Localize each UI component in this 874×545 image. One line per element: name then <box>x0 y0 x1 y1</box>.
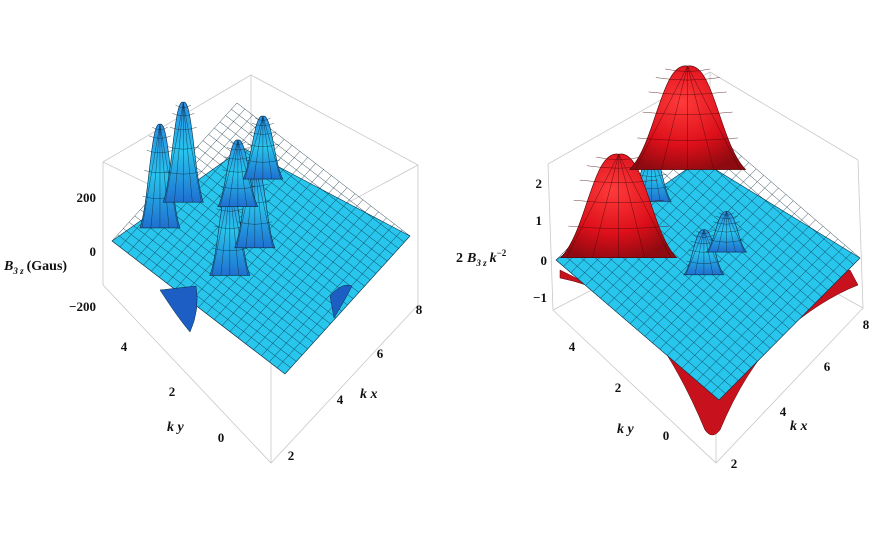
mesh-line <box>141 124 161 228</box>
grid-line <box>229 193 356 332</box>
plot-2-x-tick: 2 <box>731 456 738 471</box>
mesh-line <box>174 102 184 203</box>
mesh-line <box>183 102 202 203</box>
grid-line <box>659 206 801 350</box>
grid-line <box>221 187 348 326</box>
plot-2-x-tick: 6 <box>824 359 831 374</box>
plot-2-x-ticks: 2 4 6 8 <box>731 317 870 471</box>
plot-1-trough <box>159 285 198 333</box>
plot-2-y-label: k y <box>617 422 635 437</box>
mesh-line <box>183 102 193 203</box>
plot-2-z-tick: −1 <box>533 290 547 305</box>
mesh-line <box>618 154 672 258</box>
grid-line <box>592 149 735 292</box>
plot-2-x-tick: 4 <box>780 404 787 419</box>
plot-2-x-tick: 8 <box>863 317 870 332</box>
mesh-line <box>618 154 645 258</box>
mesh-line <box>694 229 705 275</box>
mesh-line <box>566 154 619 258</box>
plot-2-z-ticks: 2 1 0 −1 <box>533 176 547 305</box>
plot-2-z-tick: 0 <box>541 253 548 268</box>
plot-1-z-tick: −200 <box>69 299 96 314</box>
plot-2-y-tick: 4 <box>569 339 576 354</box>
plot-1-x-tick: 8 <box>416 302 423 317</box>
grid-line <box>245 205 371 344</box>
grid-line <box>143 127 269 266</box>
plot-1: 200 0 −200 B3 z (Gaus) 4 2 0 k y 2 4 6 8 … <box>3 74 423 464</box>
mesh-line <box>262 116 282 180</box>
grid-line <box>607 162 750 305</box>
plot-2-z-tick: 1 <box>536 213 543 228</box>
grid-line <box>261 217 387 357</box>
plot-1-x-tick: 2 <box>288 448 295 463</box>
grid-line <box>666 213 809 356</box>
plot-2-y-tick: 2 <box>615 380 622 395</box>
grid-line <box>711 251 853 394</box>
mesh-line <box>244 116 264 180</box>
grid-line <box>214 181 340 320</box>
mesh-line <box>717 211 727 253</box>
mesh-line <box>159 124 170 228</box>
grid-line <box>718 257 861 401</box>
grid-line <box>704 245 846 388</box>
plot-1-z-tick: 0 <box>90 244 97 259</box>
plot-1-y-tick: 4 <box>121 339 128 354</box>
plot-1-y-tick: 2 <box>169 384 176 399</box>
grid-line <box>696 238 838 382</box>
plot-2-y-tick: 0 <box>663 428 670 443</box>
grid-line <box>689 232 831 375</box>
plot-2-y-ticks: 4 2 0 <box>569 339 670 443</box>
plot-1-y-ticks: 4 2 0 <box>121 339 225 445</box>
plot-1-x-tick: 4 <box>337 392 344 407</box>
mesh-line <box>150 124 161 228</box>
plot-2: 2 1 0 −1 2 B3 z k−2 4 2 0 k y 2 4 6 8 k x <box>456 65 870 471</box>
plot-1-x-label: k x <box>360 387 378 402</box>
mesh-line <box>592 154 619 258</box>
plot-1-x-tick: 6 <box>377 346 384 361</box>
grid-line <box>681 226 824 369</box>
grid-line <box>674 219 816 362</box>
mesh-line <box>228 140 239 207</box>
mesh-line <box>661 66 688 170</box>
grid-line <box>237 199 363 338</box>
mesh-line <box>165 102 184 203</box>
mesh-line <box>262 116 273 180</box>
plot-2-x-label: k x <box>790 419 808 434</box>
mesh-line <box>685 229 705 275</box>
grid-line <box>269 223 395 363</box>
plot-2-z-label: 2 B3 z k−2 <box>456 248 507 268</box>
plot-1-x-ticks: 2 4 6 8 <box>288 302 423 463</box>
mesh-line <box>726 211 736 253</box>
mesh-line <box>708 211 727 253</box>
mesh-line <box>726 211 745 253</box>
mesh-line <box>687 66 714 170</box>
mesh-line <box>219 140 239 207</box>
mesh-line <box>237 140 248 207</box>
plot-1-z-ticks: 200 0 −200 <box>69 190 96 314</box>
plot-1-surface <box>111 101 411 375</box>
grid-line <box>284 235 411 375</box>
grid-line <box>652 200 794 343</box>
grid-line <box>253 211 379 350</box>
plot-1-y-tick: 0 <box>218 430 225 445</box>
grid-line <box>600 156 742 299</box>
mesh-line <box>253 116 264 180</box>
mesh-line <box>687 65 740 170</box>
plot-1-y-label: k y <box>167 420 185 435</box>
plot-1-z-label: B3 z (Gaus) <box>3 259 67 276</box>
plot-1-z-tick: 200 <box>77 190 97 205</box>
grid-line <box>615 168 757 312</box>
plot-2-z-tick: 2 <box>536 176 543 191</box>
grid-line <box>622 175 764 318</box>
plot-1-trough <box>329 284 353 319</box>
mesh-line <box>635 65 688 170</box>
